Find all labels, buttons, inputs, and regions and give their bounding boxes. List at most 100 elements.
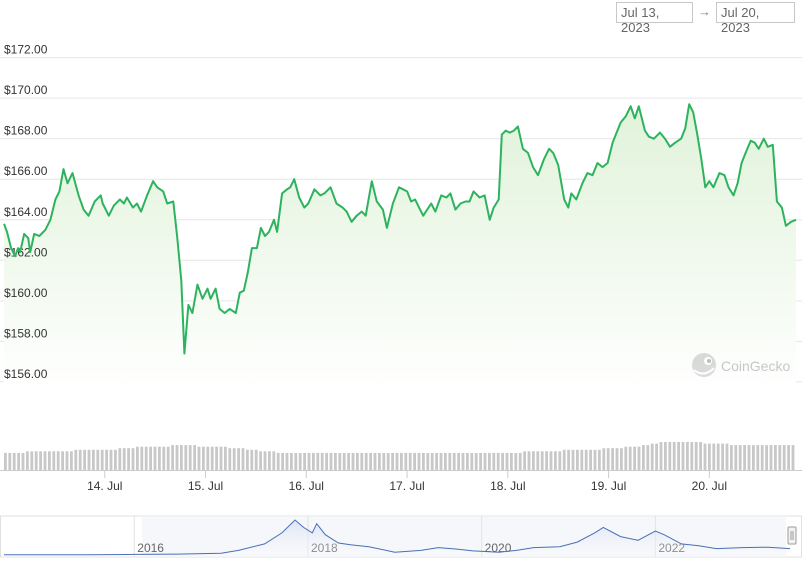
navigator[interactable]: 2016201820202022 bbox=[0, 515, 802, 558]
volume-bar bbox=[34, 451, 38, 470]
volume-bar bbox=[391, 452, 394, 470]
volume-bar bbox=[118, 448, 122, 470]
volume-bar bbox=[285, 452, 289, 470]
range-to-input[interactable]: Jul 20, 2023 bbox=[716, 2, 795, 35]
volume-bar bbox=[281, 452, 284, 470]
volume-bar bbox=[523, 451, 526, 470]
volume-bar bbox=[584, 449, 588, 470]
volume-bar bbox=[461, 452, 465, 470]
volume-bar bbox=[725, 443, 729, 470]
volume-bar bbox=[549, 451, 553, 470]
volume-bar bbox=[175, 445, 179, 470]
navigator-tick-label: 2016 bbox=[137, 541, 164, 555]
volume-bar bbox=[215, 446, 218, 470]
volume-bar bbox=[787, 445, 790, 470]
volume-bar bbox=[140, 446, 144, 470]
navigator-handle[interactable] bbox=[787, 526, 797, 545]
volume-bar bbox=[540, 451, 544, 470]
volume-bar bbox=[360, 452, 364, 470]
range-from-input[interactable]: Jul 13, 2023 bbox=[616, 2, 693, 35]
y-tick-label: $160.00 bbox=[4, 286, 48, 300]
watermark: CoinGecko bbox=[692, 353, 790, 377]
volume-bar bbox=[228, 448, 232, 470]
volume-bar bbox=[743, 445, 746, 470]
volume-bar bbox=[180, 445, 183, 470]
x-tick-label: 18. Jul bbox=[490, 479, 525, 493]
volume-bar bbox=[202, 446, 205, 470]
volume-bar bbox=[298, 452, 302, 470]
volume-bar bbox=[114, 449, 117, 470]
volume-bar bbox=[263, 451, 267, 470]
price-series-line bbox=[3, 103, 797, 355]
volume-bar bbox=[369, 452, 372, 470]
volume-bar bbox=[404, 452, 408, 470]
volume-bar bbox=[598, 449, 601, 470]
volume-bar bbox=[105, 449, 108, 470]
volume-bar bbox=[408, 452, 412, 470]
volume-bar bbox=[206, 446, 210, 470]
volume-bar bbox=[514, 452, 518, 470]
volume-bar bbox=[153, 446, 157, 470]
volume-bar bbox=[254, 449, 258, 470]
volume-bar bbox=[496, 452, 500, 470]
volume-bar bbox=[184, 445, 188, 470]
volume-bar bbox=[307, 452, 311, 470]
watermark-text: CoinGecko bbox=[721, 358, 790, 374]
volume-bar bbox=[545, 451, 548, 470]
volume-bar bbox=[149, 446, 152, 470]
volume-bar bbox=[642, 445, 645, 470]
volume-bar bbox=[144, 446, 148, 470]
volume-bars bbox=[4, 442, 795, 470]
volume-bar bbox=[677, 442, 680, 470]
volume-bar bbox=[708, 443, 711, 470]
volume-bar bbox=[681, 442, 685, 470]
range-arrow-icon: → bbox=[698, 4, 711, 19]
volume-bar bbox=[562, 449, 566, 470]
y-tick-label: $166.00 bbox=[4, 164, 48, 178]
volume-bar bbox=[444, 452, 447, 470]
volume-bar bbox=[122, 448, 126, 470]
volume-bar bbox=[703, 443, 707, 470]
volume-bar bbox=[510, 452, 513, 470]
volume-bar bbox=[158, 446, 161, 470]
volume-bar bbox=[756, 445, 760, 470]
volume-bar bbox=[672, 442, 676, 470]
volume-bar bbox=[74, 449, 78, 470]
y-axis-labels: $156.00$158.00$160.00$162.00$164.00$166.… bbox=[4, 43, 48, 381]
volume-bar bbox=[571, 449, 575, 470]
volume-bar bbox=[532, 451, 535, 470]
volume-bar bbox=[668, 442, 672, 470]
volume-bar bbox=[12, 452, 16, 470]
volume-bar bbox=[378, 452, 381, 470]
volume-bar bbox=[61, 451, 64, 470]
volume-bar bbox=[527, 451, 531, 470]
price-line bbox=[3, 103, 797, 355]
volume-bar bbox=[650, 443, 654, 470]
volume-bar bbox=[43, 451, 47, 470]
volume-bar bbox=[448, 452, 452, 470]
volume-bar bbox=[290, 452, 293, 470]
x-tick-label: 16. Jul bbox=[289, 479, 324, 493]
volume-bar bbox=[26, 451, 29, 470]
volume-bar bbox=[734, 445, 738, 470]
volume-bar bbox=[162, 446, 166, 470]
x-tick-label: 15. Jul bbox=[188, 479, 223, 493]
volume-bar bbox=[78, 449, 82, 470]
volume-bar bbox=[272, 451, 276, 470]
volume-bar bbox=[558, 451, 562, 470]
volume-bar bbox=[316, 452, 320, 470]
volume-bar bbox=[567, 449, 570, 470]
volume-bar bbox=[712, 443, 716, 470]
volume-bar bbox=[92, 449, 95, 470]
volume-bar bbox=[303, 452, 306, 470]
volume-bar bbox=[426, 452, 430, 470]
volume-bar bbox=[386, 452, 390, 470]
volume-bar bbox=[470, 452, 474, 470]
volume-bar bbox=[17, 452, 20, 470]
volume-bar bbox=[166, 446, 170, 470]
volume-bar bbox=[611, 448, 614, 470]
volume-bar bbox=[730, 445, 733, 470]
volume-bar bbox=[21, 452, 25, 470]
volume-bar bbox=[382, 452, 386, 470]
price-area bbox=[4, 104, 796, 390]
